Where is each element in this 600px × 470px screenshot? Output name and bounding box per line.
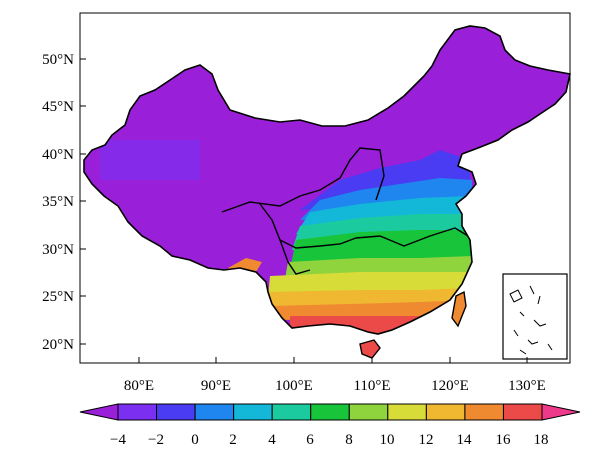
cb-label-1: −2 [148,432,164,448]
basin-boundary-middle [259,203,469,249]
hainan-island [359,339,381,359]
inset-islands [509,285,553,355]
cb-label-4: 4 [268,432,276,448]
cb-label-10: 16 [496,432,512,448]
lon-tick-120: 120°E [431,378,469,394]
colorbar-cells [117,403,543,421]
lat-axis: 20°N 25°N 30°N 35°N 40°N 45°N 50°N [42,52,86,353]
colorbar-cell [233,403,273,421]
basin-boundary-south [279,239,311,275]
cb-label-3: 2 [229,432,237,448]
colorbar-cell [156,403,196,421]
colorbar-labels: −4 −2 0 2 4 6 8 10 12 14 16 18 [110,432,548,448]
colorbar-cell [117,403,158,421]
colorbar-cell [310,403,350,421]
cb-label-7: 10 [380,432,395,448]
cold-core [100,140,200,180]
lat-tick-30: 30°N [42,242,74,258]
cb-label-2: 0 [191,432,199,448]
lat-tick-20: 20°N [42,337,74,353]
colorbar-cell [464,403,504,421]
lat-tick-45: 45°N [42,99,74,115]
cb-label-11: 18 [534,432,549,448]
cb-label-5: 6 [306,432,314,448]
band-14 [270,300,472,320]
lon-axis: 80°E 90°E 100°E 110°E 120°E 130°E [124,357,546,394]
lat-tick-40: 40°N [42,147,74,163]
inset-south-china-sea [502,273,568,360]
cb-label-9: 14 [457,432,473,448]
colorbar-cell [425,403,466,421]
basin-boundary-north [221,147,385,213]
colorbar-cell [502,403,543,421]
colorbar-low-triangle [79,403,119,421]
colorbar-high-triangle [541,403,581,421]
lon-tick-90: 90°E [201,378,231,394]
colorbar-cell [271,403,312,421]
taiwan-island [451,290,467,328]
cb-label-8: 12 [419,432,434,448]
colorbar-cell [194,403,235,421]
lon-tick-100: 100°E [275,378,313,394]
lon-tick-130: 130°E [508,378,546,394]
lat-tick-50: 50°N [42,52,74,68]
colorbar-cell [348,403,389,421]
cb-label-0: −4 [110,432,126,448]
lat-tick-25: 25°N [42,289,74,305]
colorbar: −4 −2 0 2 4 6 8 10 12 14 16 18 [79,403,581,448]
colorbar-cell [387,403,427,421]
lon-tick-80: 80°E [124,378,154,394]
cb-label-6: 8 [345,432,353,448]
lat-tick-35: 35°N [42,194,74,210]
lon-tick-110: 110°E [353,378,390,394]
